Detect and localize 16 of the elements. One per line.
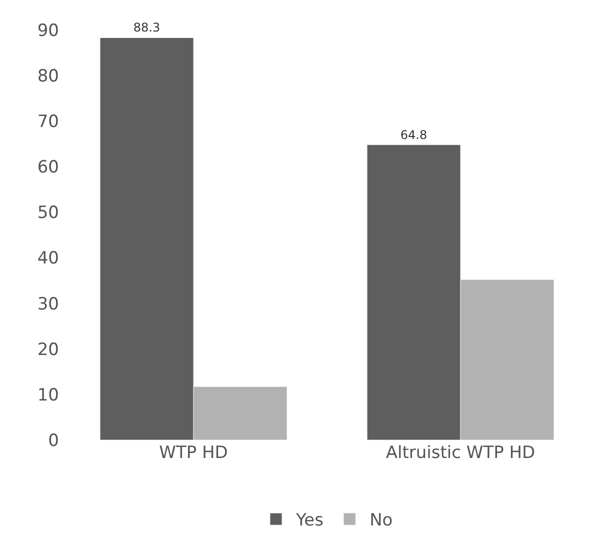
data-label: 88.3 [133,20,160,35]
x-tick-label: Altruistic WTP HD [386,443,536,463]
y-tick-label: 70 [37,112,59,132]
legend-label: No [370,510,393,531]
data-label: 64.8 [400,128,428,142]
y-tick-label: 50 [37,203,59,224]
x-tick-label: WTP HD [159,443,228,463]
y-tick-label: 60 [37,158,59,178]
y-tick-label: 0 [48,430,59,451]
y-tick-label: 10 [37,385,59,406]
y-tick-label: 20 [37,340,59,360]
y-tick-label: 90 [37,20,59,41]
y-tick-label: 30 [37,294,59,314]
y-tick-label: 80 [37,66,59,87]
legend-label: Yes [295,510,324,531]
y-tick-label: 40 [37,248,59,269]
